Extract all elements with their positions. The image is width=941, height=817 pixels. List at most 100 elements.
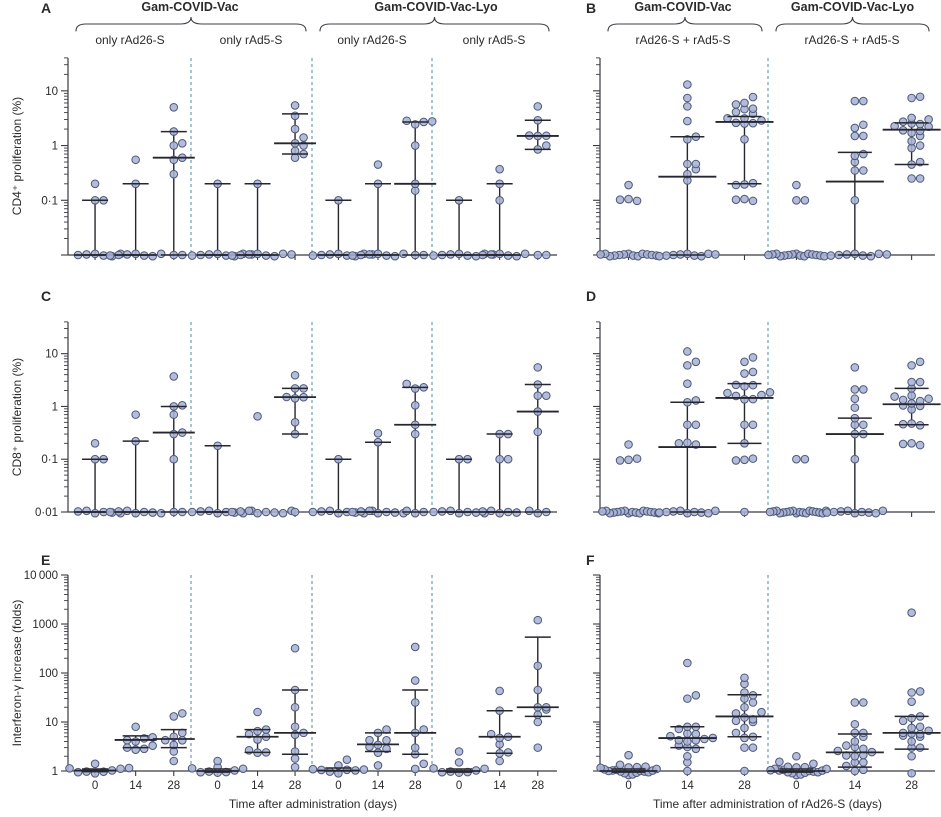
y-tick-label: 0·01 [35,507,58,519]
data-point [533,661,543,671]
dot-group-C-0-14 [105,410,166,518]
data-point [915,722,925,732]
y-tick-label: 1 [52,401,58,413]
data-point [704,508,713,518]
x-tick-label: 28 [738,780,751,792]
dot-group-B-1-28 [882,92,941,260]
header-gam-covid-vac: Gam-COVID-Vac [141,0,239,14]
arm-label-only-rad5s-1: only rAd5-S [219,33,283,47]
data-point [429,507,438,517]
x-tick-label: 28 [289,780,302,792]
data-point [65,764,74,773]
data-point [410,508,420,518]
data-point [410,743,420,752]
data-point [740,733,749,743]
y-axis-title-ifn: Interferon-γ increase (folds) [10,599,24,747]
data-point [454,747,464,756]
data-point [486,506,496,516]
data-point [454,249,464,259]
data-point [907,608,916,618]
data-point [131,155,140,165]
data-point [598,507,607,516]
data-point [748,104,758,113]
data-point [843,506,853,516]
data-point [290,702,300,712]
dot-group-E-1-0: 0 [187,756,248,792]
data-point [859,420,868,430]
data-point [131,508,140,518]
data-point [632,196,642,206]
data-point [748,196,758,206]
dot-group-C-2-28 [394,379,437,518]
dot-group-F-0-28: 28 [715,673,774,792]
data-point [859,728,868,738]
data-point [624,440,633,449]
x-tick-label: 28 [409,780,422,792]
data-point [348,251,357,260]
data-point [632,454,642,463]
data-point [615,456,625,465]
data-point [764,250,773,260]
panel-label-d: D [586,288,597,304]
data-point [177,709,187,718]
data-point [480,764,489,774]
data-point [533,102,543,111]
data-point [740,673,749,683]
panel-label-b: B [586,0,597,16]
x-axis-title-left: Time after administration (days) [228,797,398,811]
data-point [382,735,391,745]
data-point [850,508,860,518]
data-point [624,763,633,772]
data-point [683,658,692,668]
data-point [541,250,551,260]
data-point [399,249,408,259]
data-point [169,712,179,721]
data-point [290,762,300,772]
x-tick-label: 0 [214,780,220,792]
data-point [454,758,464,767]
data-point [624,750,633,760]
arm-label-combined-2: rAd26-S + rAd5-S [804,33,900,47]
data-point [748,118,758,128]
data-point [105,507,115,517]
data-point [915,687,925,696]
data-point [907,113,916,123]
data-point [723,388,732,398]
header-brace [607,16,763,32]
data-point [533,743,543,752]
dot-group-E-2-28: 28 [394,642,437,792]
y-axis-title-cd4: CD4⁺ proliferation (%) [10,96,24,216]
data-point [683,751,692,761]
data-point [437,767,447,777]
data-point [842,741,851,750]
header-gam-covid-vac-lyo-b: Gam-COVID-Vac-Lyo [790,0,915,14]
data-point [213,756,222,766]
dot-group-C-3-0 [429,454,489,518]
panel-label-c: C [41,288,52,304]
data-point [187,507,197,517]
y-tick-label: 1 [52,766,58,778]
data-point [533,717,543,727]
dot-group-D-0-28 [715,353,775,517]
data-point [859,131,868,141]
data-point [683,80,692,89]
data-point [290,101,300,110]
dot-group-D-1-28 [882,357,941,517]
data-point [683,361,692,370]
data-point [859,385,868,394]
data-point [131,722,140,732]
data-point [495,756,504,766]
y-tick-label: 0·1 [41,454,58,466]
dot-group-C-1-28 [274,370,317,517]
data-point [740,382,749,391]
data-point [662,507,671,517]
dot-group-C-2-0 [308,454,377,518]
data-point [373,428,383,438]
data-point [829,507,839,517]
data-point [495,686,504,696]
data-point [253,249,262,259]
data-point [290,722,300,732]
data-point [691,691,701,700]
data-point [850,195,860,205]
data-point [859,96,868,106]
